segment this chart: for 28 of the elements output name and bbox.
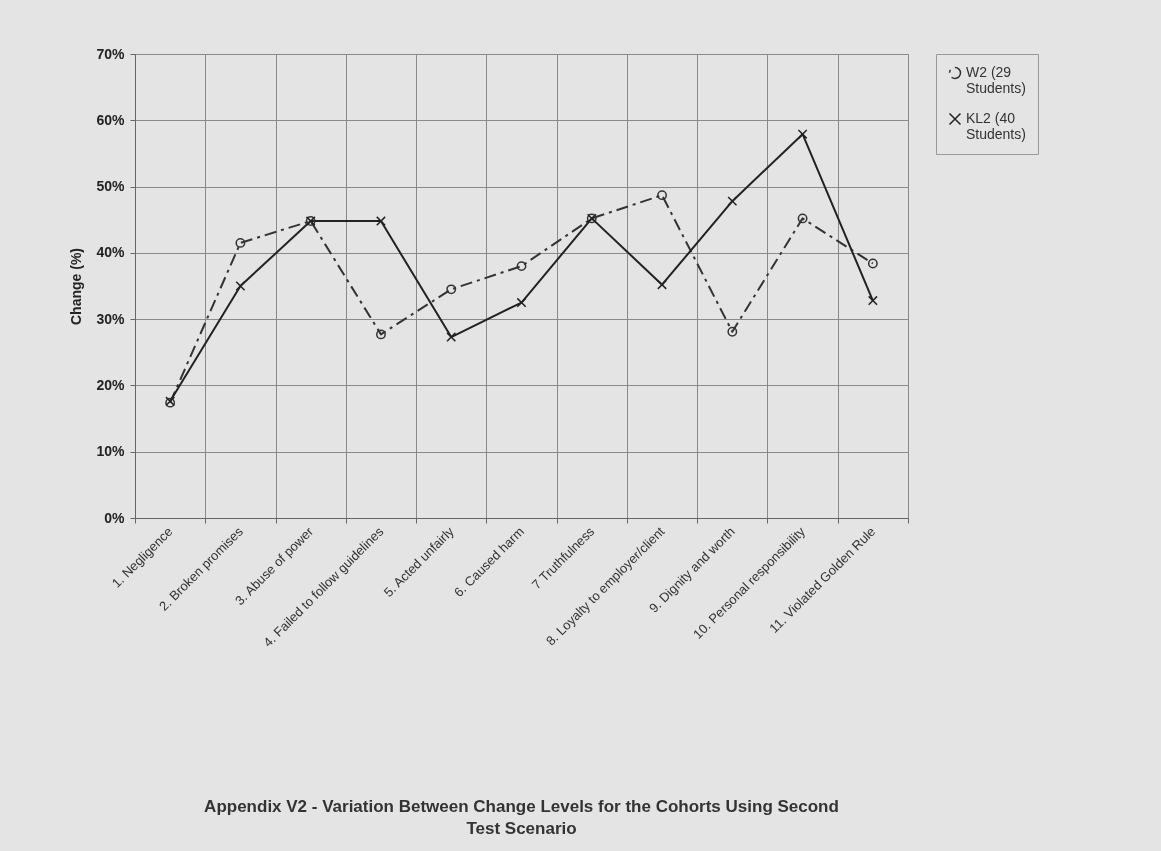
y-tick-label: 70% (96, 45, 126, 62)
point (376, 216, 386, 226)
point (376, 329, 386, 340)
text: Appendix V2 - Variation Between Change Levels for the Cohorts Using Second Test Scenario (204, 797, 839, 839)
point (797, 213, 808, 224)
y-tick-label: 40% (96, 244, 126, 261)
point (516, 297, 527, 308)
y-tick-label: 0% (104, 509, 126, 526)
y-tick-label: 30% (96, 310, 126, 327)
point (446, 284, 457, 295)
point (235, 237, 246, 248)
point (657, 190, 667, 201)
point (797, 129, 808, 140)
point (657, 279, 667, 290)
y-tick-label: 20% (96, 376, 126, 393)
legend-label: W2 (29 Students) (966, 64, 1026, 96)
point (235, 281, 246, 291)
y-tick-label: 60% (96, 111, 126, 128)
point (446, 332, 457, 342)
point (727, 326, 738, 337)
point (867, 258, 878, 269)
legend-label: KL2 (40 Students) (966, 110, 1026, 142)
point (867, 295, 878, 306)
point (516, 261, 527, 272)
y-tick-label: 10% (96, 443, 126, 460)
point (727, 196, 738, 207)
y-axis-title: Change (%) (68, 248, 85, 325)
y-tick-label: 50% (96, 178, 126, 195)
